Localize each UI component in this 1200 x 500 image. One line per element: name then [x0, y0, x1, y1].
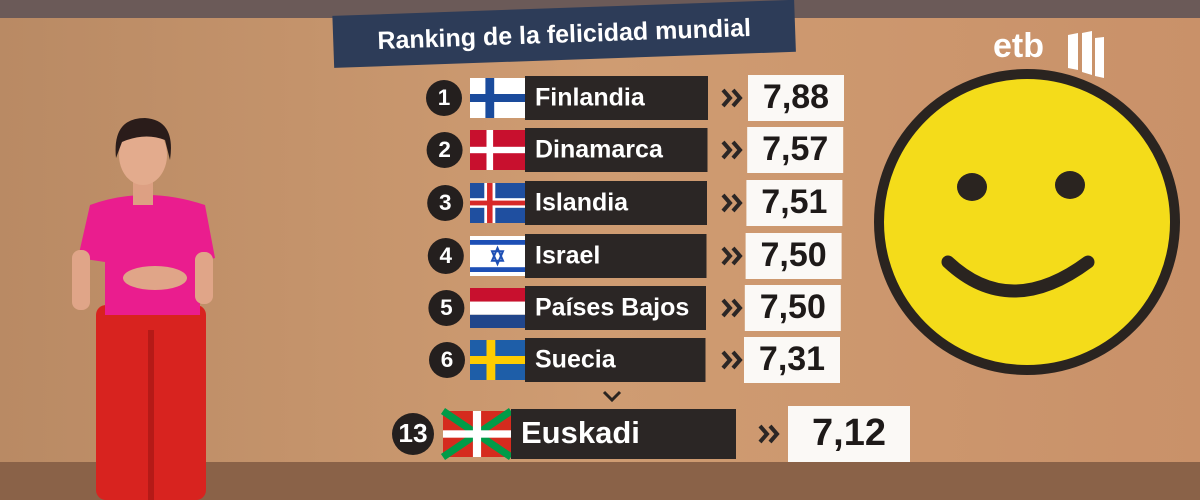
country: Países Bajos: [535, 294, 689, 322]
score: 7,12: [812, 412, 886, 454]
score-box: [744, 285, 841, 331]
score-box: [744, 337, 840, 383]
flag-part: [470, 288, 525, 302]
score: 7,50: [760, 288, 826, 326]
neck: [133, 180, 153, 205]
ranking-row: 13 Euskadi 7,12: [392, 406, 910, 462]
smiley-mouth: [941, 255, 1095, 298]
flag-part: [470, 356, 525, 364]
smiley-eye: [1055, 171, 1085, 199]
arrow: [721, 298, 743, 318]
flag-part: [470, 267, 525, 272]
score-box: [788, 406, 910, 462]
rank-badge: [426, 132, 463, 168]
country-box: [525, 286, 706, 330]
flag-part: [470, 314, 525, 328]
logo-text: etb: [993, 27, 1044, 65]
flag-part: [470, 240, 525, 245]
title-background: [332, 0, 796, 68]
logo-bar: [1082, 31, 1092, 75]
rank-badge: [428, 290, 465, 326]
presenter: [72, 118, 215, 500]
logo-bar: [1068, 33, 1078, 70]
flag-part: [470, 301, 525, 315]
ranking-row: 1 Finlandia 7,88: [426, 75, 844, 121]
title-box: Ranking de la felicidad mundial: [332, 0, 796, 68]
rank-badge: [427, 238, 464, 274]
smiley-face: [874, 69, 1180, 375]
score: 7,57: [762, 130, 828, 168]
ranking-row: 5 Países Bajos 7,50: [428, 285, 841, 331]
country: Islandia: [535, 189, 629, 217]
rank: 4: [440, 243, 453, 268]
rank: 1: [438, 85, 451, 110]
flag-star: [490, 245, 505, 267]
ranking-row: 2 Dinamarca 7,57: [426, 127, 844, 173]
flag-part: [470, 200, 525, 206]
flag-part: [443, 430, 511, 438]
arrow: [721, 246, 743, 266]
face: [119, 125, 167, 185]
smiley: [874, 69, 1180, 375]
rank-badge: [426, 80, 462, 116]
rank-badge: [392, 413, 434, 455]
country: Israel: [535, 242, 600, 270]
country-box: [525, 128, 708, 172]
country-box: [525, 76, 708, 120]
flag-part: [470, 146, 525, 154]
smiley-eye: [957, 173, 987, 201]
flag-part: [470, 94, 525, 102]
rank: 13: [398, 418, 427, 448]
country: Dinamarca: [535, 136, 664, 164]
score-box: [746, 180, 843, 226]
logo: etb: [993, 27, 1104, 78]
trouser-seam: [148, 330, 154, 500]
country-box: [525, 234, 707, 278]
rank: 6: [441, 347, 454, 372]
arm: [195, 252, 213, 304]
score: 7,51: [761, 183, 827, 221]
score-box: [745, 233, 842, 279]
arrow: [721, 140, 743, 160]
separator-chevron: [602, 390, 622, 403]
rank-badge: [429, 342, 465, 378]
arm: [72, 250, 90, 310]
rank: 5: [440, 295, 453, 320]
country: Euskadi: [521, 415, 640, 450]
score: 7,50: [761, 236, 827, 274]
arrow: [721, 88, 743, 108]
arrow: [721, 193, 743, 213]
country-box: [525, 338, 706, 382]
ranking-row: 6 Suecia 7,31: [429, 337, 840, 383]
hair: [115, 118, 171, 160]
score: 7,88: [763, 78, 829, 116]
score: 7,31: [759, 340, 825, 378]
country: Suecia: [535, 346, 617, 374]
ranking-row: 3 Islandia 7,51: [427, 180, 843, 226]
rank-badge: [427, 185, 464, 221]
rank: 3: [439, 190, 452, 215]
ranking-row: 4 Israel 7,50: [427, 233, 842, 279]
rank: 2: [438, 137, 451, 162]
ranking-rows: 1 Finlandia 7,88 2 Dinamarca 7,57 3 Islandia 7,5…: [392, 75, 910, 462]
country-box: [511, 409, 736, 459]
country: Finlandia: [535, 84, 646, 112]
score-box: [747, 127, 844, 173]
country-box: [525, 181, 707, 225]
arrow: [758, 424, 780, 444]
score-box: [748, 75, 844, 121]
logo-bar: [1095, 37, 1104, 78]
arrow: [721, 350, 743, 370]
hands: [123, 266, 187, 290]
